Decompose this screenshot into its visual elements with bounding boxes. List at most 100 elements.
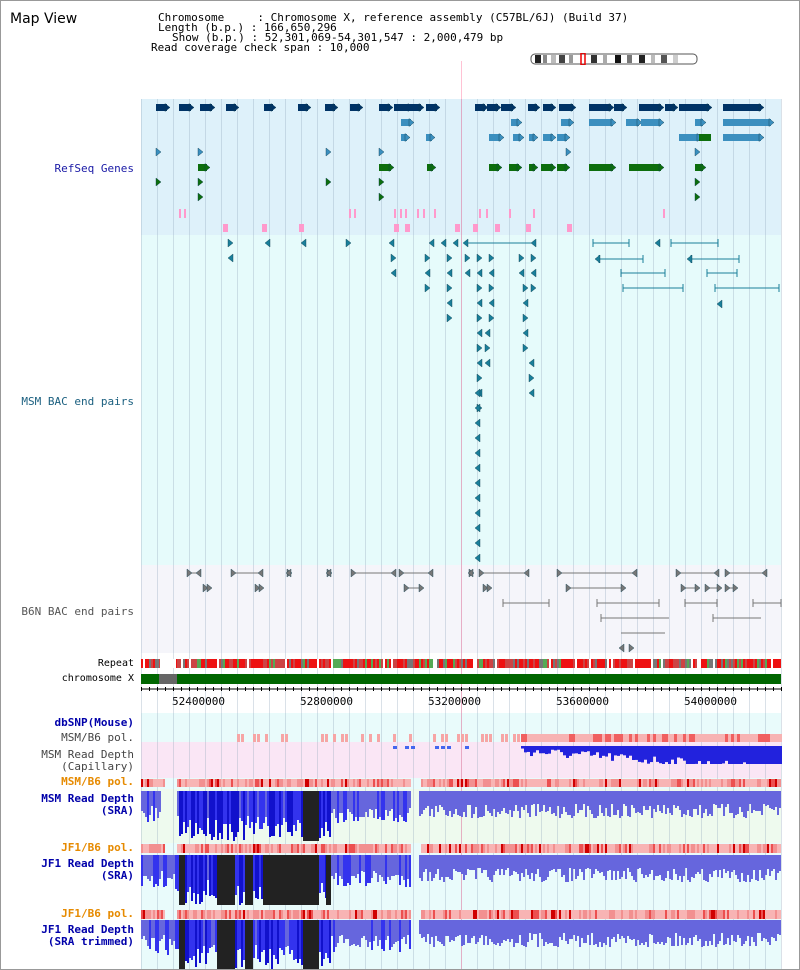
- polymorphism-cell: [571, 779, 573, 787]
- polymorphism-cell: [777, 844, 779, 853]
- repeat-segment: [225, 659, 227, 668]
- polymorphism-cell: [657, 910, 659, 919]
- read-depth-bar: [357, 791, 359, 821]
- read-depth-bar: [471, 791, 473, 818]
- repeat-segment: [229, 659, 231, 668]
- b6n-bac-label[interactable]: B6N BAC end pairs: [21, 605, 134, 618]
- read-depth-bar: [779, 920, 781, 935]
- refseq-gene-arrow: [532, 163, 539, 172]
- capillary-depth-bar: [734, 746, 737, 764]
- read-depth-bar: [325, 791, 327, 822]
- msm-pol-cell: [689, 734, 692, 742]
- msm-bac-end: [686, 254, 693, 264]
- repeat-segment: [247, 659, 249, 668]
- capillary-depth-bar: [599, 746, 602, 758]
- read-depth-bar: [353, 791, 355, 821]
- polymorphism-cell: [653, 779, 655, 787]
- read-depth-bar: [523, 855, 525, 877]
- read-depth-bar: [333, 791, 335, 809]
- repeat-segment: [447, 659, 449, 668]
- dbsnp-label[interactable]: dbSNP(Mouse): [54, 716, 134, 729]
- polymorphism-cell: [247, 779, 249, 787]
- refseq-gene-arrow: [404, 133, 411, 142]
- read-depth-bar: [721, 791, 723, 804]
- capillary-depth-bar: [626, 746, 629, 758]
- capillary-depth-bar: [731, 746, 734, 764]
- polymorphism-cell: [379, 779, 381, 787]
- refseq-genes-label[interactable]: RefSeq Genes: [54, 162, 134, 175]
- jf1-pol-trim-label[interactable]: JF1/B6 pol.: [61, 907, 134, 920]
- polymorphism-cell: [515, 779, 517, 787]
- polymorphism-cell: [495, 844, 497, 853]
- polymorphism-cell: [381, 910, 383, 919]
- read-depth-bar: [403, 791, 405, 821]
- polymorphism-cell: [439, 779, 441, 787]
- repeat-segment: [155, 659, 157, 668]
- read-depth-bar: [251, 791, 253, 822]
- polymorphism-cell: [777, 910, 779, 919]
- jf1-depth-label[interactable]: JF1 Read Depth: [41, 857, 134, 870]
- read-depth-bar: [439, 855, 441, 880]
- msm-depth-sra-label[interactable]: MSM Read Depth: [41, 792, 134, 805]
- read-depth-bar: [441, 920, 443, 944]
- refseq-gene-arrow: [568, 118, 575, 127]
- read-depth-bar: [643, 855, 645, 878]
- repeat-segment: [553, 659, 555, 668]
- msm-pol-cell: [716, 734, 719, 742]
- polymorphism-cell: [657, 779, 659, 787]
- polymorphism-cell: [399, 910, 401, 919]
- capillary-depth-bar: [767, 746, 770, 764]
- read-depth-bar: [213, 855, 215, 896]
- polymorphism-cell: [683, 779, 685, 787]
- read-depth-bar: [759, 920, 761, 933]
- msm-pol-sra-label[interactable]: MSM/B6 pol.: [61, 775, 134, 788]
- read-depth-bar: [603, 791, 605, 816]
- chromosome-label[interactable]: chromosome X: [61, 673, 134, 684]
- polymorphism-cell: [257, 779, 259, 787]
- refseq-gene-arrow: [209, 103, 216, 112]
- read-depth-bar: [391, 855, 393, 876]
- msm-bac-end: [227, 238, 234, 248]
- saturated-depth-block: [326, 855, 331, 905]
- read-depth-bar: [339, 920, 341, 936]
- read-depth-bar: [187, 855, 189, 892]
- msm-pol-label[interactable]: MSM/B6 pol.: [61, 731, 134, 744]
- read-depth-bar: [533, 855, 535, 881]
- msm-bac-label[interactable]: MSM BAC end pairs: [21, 395, 134, 408]
- polymorphism-cell: [357, 779, 359, 787]
- read-depth-bar: [209, 855, 211, 896]
- repeat-segment: [675, 659, 677, 668]
- read-depth-bar: [551, 920, 553, 943]
- msm-depth-capillary-label[interactable]: MSM Read Depth: [41, 748, 134, 761]
- read-depth-bar: [691, 855, 693, 877]
- jf1-trim-depth-label[interactable]: JF1 Read Depth: [41, 923, 134, 936]
- read-depth-bar: [645, 791, 647, 810]
- saturated-depth-block: [217, 920, 235, 969]
- msm-pol-cell: [674, 734, 677, 742]
- read-depth-bar: [351, 920, 353, 945]
- polymorphism-cell: [567, 844, 569, 853]
- msm-bac-end: [484, 343, 491, 353]
- capillary-depth-bar: [554, 746, 557, 751]
- read-depth-bar: [663, 920, 665, 945]
- repeat-label[interactable]: Repeat: [97, 658, 134, 669]
- read-depth-bar: [247, 791, 249, 816]
- repeat-segment: [745, 659, 747, 668]
- read-depth-bar: [261, 855, 263, 899]
- jf1-pol-label[interactable]: JF1/B6 pol.: [61, 841, 134, 854]
- polymorphism-cell: [757, 779, 759, 787]
- read-depth-bar: [733, 791, 735, 818]
- chromosome-ideogram[interactable]: [529, 53, 699, 65]
- repeat-segment: [679, 659, 681, 668]
- repeat-segment: [731, 659, 733, 668]
- polymorphism-cell: [493, 844, 495, 853]
- jf1-trim-depth-sub: (SRA trimmed): [47, 935, 134, 948]
- msm-pol-cell: [623, 734, 626, 742]
- repeat-segment: [701, 659, 703, 668]
- polymorphism-cell: [659, 910, 661, 919]
- capillary-depth-bar: [722, 746, 725, 764]
- polymorphism-cell: [211, 779, 213, 787]
- polymorphism-cell: [629, 844, 631, 853]
- polymorphism-cell: [491, 910, 493, 919]
